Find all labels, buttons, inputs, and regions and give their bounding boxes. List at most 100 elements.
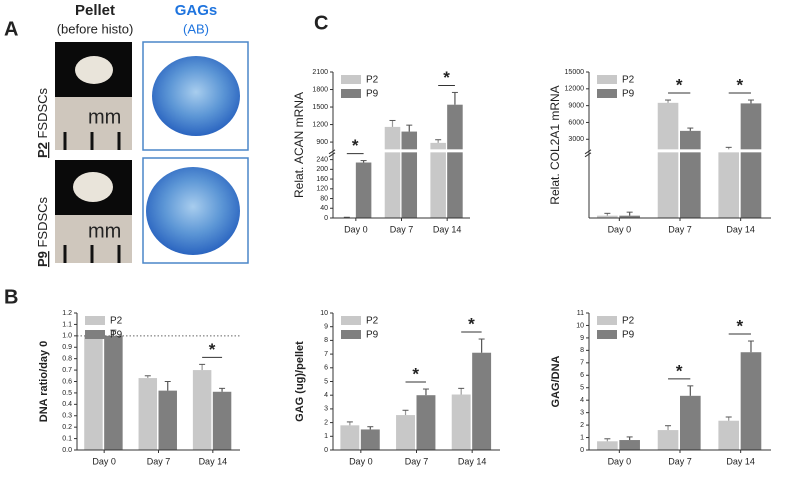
legend-label: P9 (366, 330, 379, 341)
x-tick-label: Day 7 (668, 456, 692, 466)
y-tick-label: 0.5 (62, 390, 72, 397)
bar (597, 441, 618, 450)
legend-label: P2 (110, 316, 123, 327)
passage: P2 (35, 142, 50, 158)
y-tick-label: 5 (580, 385, 584, 392)
y-tick-label: 1200 (312, 121, 328, 128)
bar (718, 420, 740, 450)
y-tick-label: 2100 (312, 69, 328, 76)
bar (740, 352, 762, 450)
legend-swatch (341, 316, 361, 325)
y-tick-label: 15000 (565, 69, 585, 76)
stained-pellet (152, 56, 240, 136)
bar (340, 425, 360, 450)
break-mark (328, 152, 336, 158)
x-tick-label: Day 0 (608, 224, 632, 234)
stained-pellet (146, 167, 240, 255)
y-tick-label: 2 (580, 422, 584, 429)
significance-label: * (676, 76, 683, 95)
y-tick-label: 9 (580, 335, 584, 342)
bar (597, 215, 618, 218)
pellet (75, 56, 113, 84)
bar (212, 391, 232, 450)
bar (355, 162, 372, 218)
legend-label: P9 (366, 89, 379, 100)
cells: FSDSCs (35, 87, 50, 138)
x-tick-label: Day 0 (344, 224, 368, 234)
break-mark (584, 149, 592, 155)
y-tick-label: 0.1 (62, 435, 72, 442)
axis-break (329, 149, 470, 153)
y-tick-label: 80 (320, 195, 328, 202)
bar (192, 370, 212, 450)
y-tick-label: 9000 (568, 102, 584, 109)
bar (104, 335, 123, 450)
bar (680, 130, 701, 218)
y-tick-label: 0.6 (62, 378, 72, 385)
legend-swatch (341, 89, 361, 98)
y-tick-label: 1.0 (62, 333, 72, 340)
y-tick-label: 200 (316, 166, 328, 173)
y-axis-label: Relat. COL2A1 mRNA (548, 85, 562, 204)
bar (451, 394, 471, 450)
y-tick-label: 4 (580, 397, 584, 404)
y-tick-label: 1.2 (62, 310, 72, 317)
legend-label: P2 (622, 75, 635, 86)
legend-swatch (85, 316, 105, 325)
column-subtitle: (before histo) (57, 21, 134, 36)
x-tick-label: Day 0 (92, 456, 116, 466)
y-tick-label: 0.4 (62, 401, 72, 408)
significance-label: * (443, 68, 450, 87)
y-tick-label: 0 (324, 447, 328, 454)
y-tick-label: 0.0 (62, 447, 72, 454)
bar (657, 102, 679, 218)
significance-label: * (412, 365, 419, 384)
legend-label: P9 (622, 89, 635, 100)
bar (657, 430, 679, 450)
x-tick-label: Day 14 (458, 456, 487, 466)
y-tick-label: 7 (580, 360, 584, 367)
legend-label: P9 (110, 330, 123, 341)
panel-label: B (4, 286, 18, 308)
bar (138, 378, 158, 450)
y-tick-label: 10 (576, 322, 584, 329)
y-tick-label: 240 (316, 156, 328, 163)
y-tick-label: 0.2 (62, 424, 72, 431)
legend-swatch (341, 330, 361, 339)
legend-swatch (85, 330, 105, 339)
y-axis-label: Relat. ACAN mRNA (292, 92, 306, 198)
column-title: GAGs (175, 2, 218, 19)
y-tick-label: 1 (580, 434, 584, 441)
bar (401, 131, 418, 218)
y-tick-label: 0 (580, 447, 584, 454)
bar (430, 142, 446, 218)
y-tick-label: 5 (324, 378, 328, 385)
y-tick-label: 7 (324, 351, 328, 358)
legend-label: P2 (622, 316, 635, 327)
row-label: P9 FSDSCs (35, 196, 50, 267)
x-tick-label: Day 7 (668, 224, 692, 234)
significance-label: * (209, 340, 216, 359)
y-tick-label: 1.1 (62, 321, 72, 328)
row-label: P2 FSDSCs (35, 87, 50, 158)
panel-label: C (314, 12, 328, 34)
y-axis-label: GAG/DNA (550, 355, 562, 407)
bar (718, 150, 740, 218)
column-subtitle: (AB) (183, 21, 209, 36)
significance-label: * (737, 317, 744, 336)
y-tick-label: 120 (316, 186, 328, 193)
x-tick-label: Day 14 (199, 456, 228, 466)
bar (158, 390, 177, 450)
x-tick-label: Day 7 (147, 456, 171, 466)
y-tick-label: 8 (580, 347, 584, 354)
bar (447, 104, 463, 218)
bar (619, 215, 640, 218)
y-tick-label: 3000 (568, 136, 584, 143)
legend-label: P2 (366, 75, 379, 86)
legend-swatch (597, 89, 617, 98)
y-tick-label: 4 (324, 392, 328, 399)
panel-label: A (4, 18, 18, 40)
y-axis-label: DNA ratio/day 0 (38, 341, 50, 423)
y-tick-label: 0 (324, 215, 328, 222)
legend-label: P9 (622, 330, 635, 341)
